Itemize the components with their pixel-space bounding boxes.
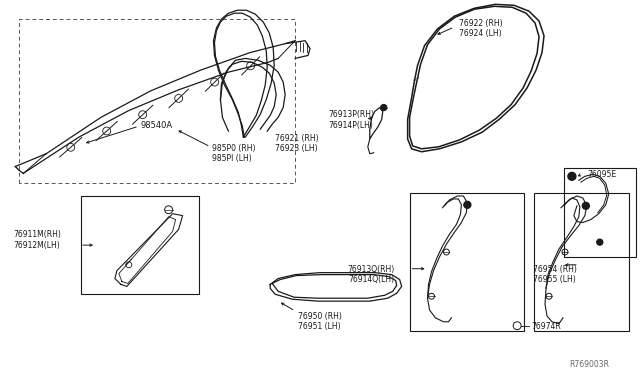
Circle shape [596, 239, 603, 245]
Circle shape [464, 201, 471, 208]
Text: 76950 (RH)
76951 (LH): 76950 (RH) 76951 (LH) [298, 312, 342, 331]
Text: 76913P(RH)
76914P(LH): 76913P(RH) 76914P(LH) [328, 110, 374, 130]
Text: 76974R: 76974R [531, 322, 561, 331]
Circle shape [568, 172, 576, 180]
Bar [564, 169, 636, 257]
Text: 76922 (RH)
76924 (LH): 76922 (RH) 76924 (LH) [460, 19, 503, 38]
Text: 76954 (RH)
76955 (LH): 76954 (RH) 76955 (LH) [533, 265, 577, 284]
Text: 76921 (RH)
76923 (LH): 76921 (RH) 76923 (LH) [275, 134, 319, 154]
Text: 76095E: 76095E [587, 170, 616, 179]
Text: 985P0 (RH)
985PI (LH): 985P0 (RH) 985PI (LH) [212, 144, 256, 163]
Circle shape [582, 202, 589, 209]
Bar [81, 196, 198, 294]
Text: 76913Q(RH)
76914Q(LH): 76913Q(RH) 76914Q(LH) [348, 265, 395, 284]
Bar [534, 193, 628, 331]
Circle shape [381, 105, 387, 110]
Text: 98540A: 98540A [141, 121, 173, 130]
Text: 76911M(RH)
76912M(LH): 76911M(RH) 76912M(LH) [13, 230, 61, 250]
Bar [410, 193, 524, 331]
Text: R769003R: R769003R [569, 360, 609, 369]
